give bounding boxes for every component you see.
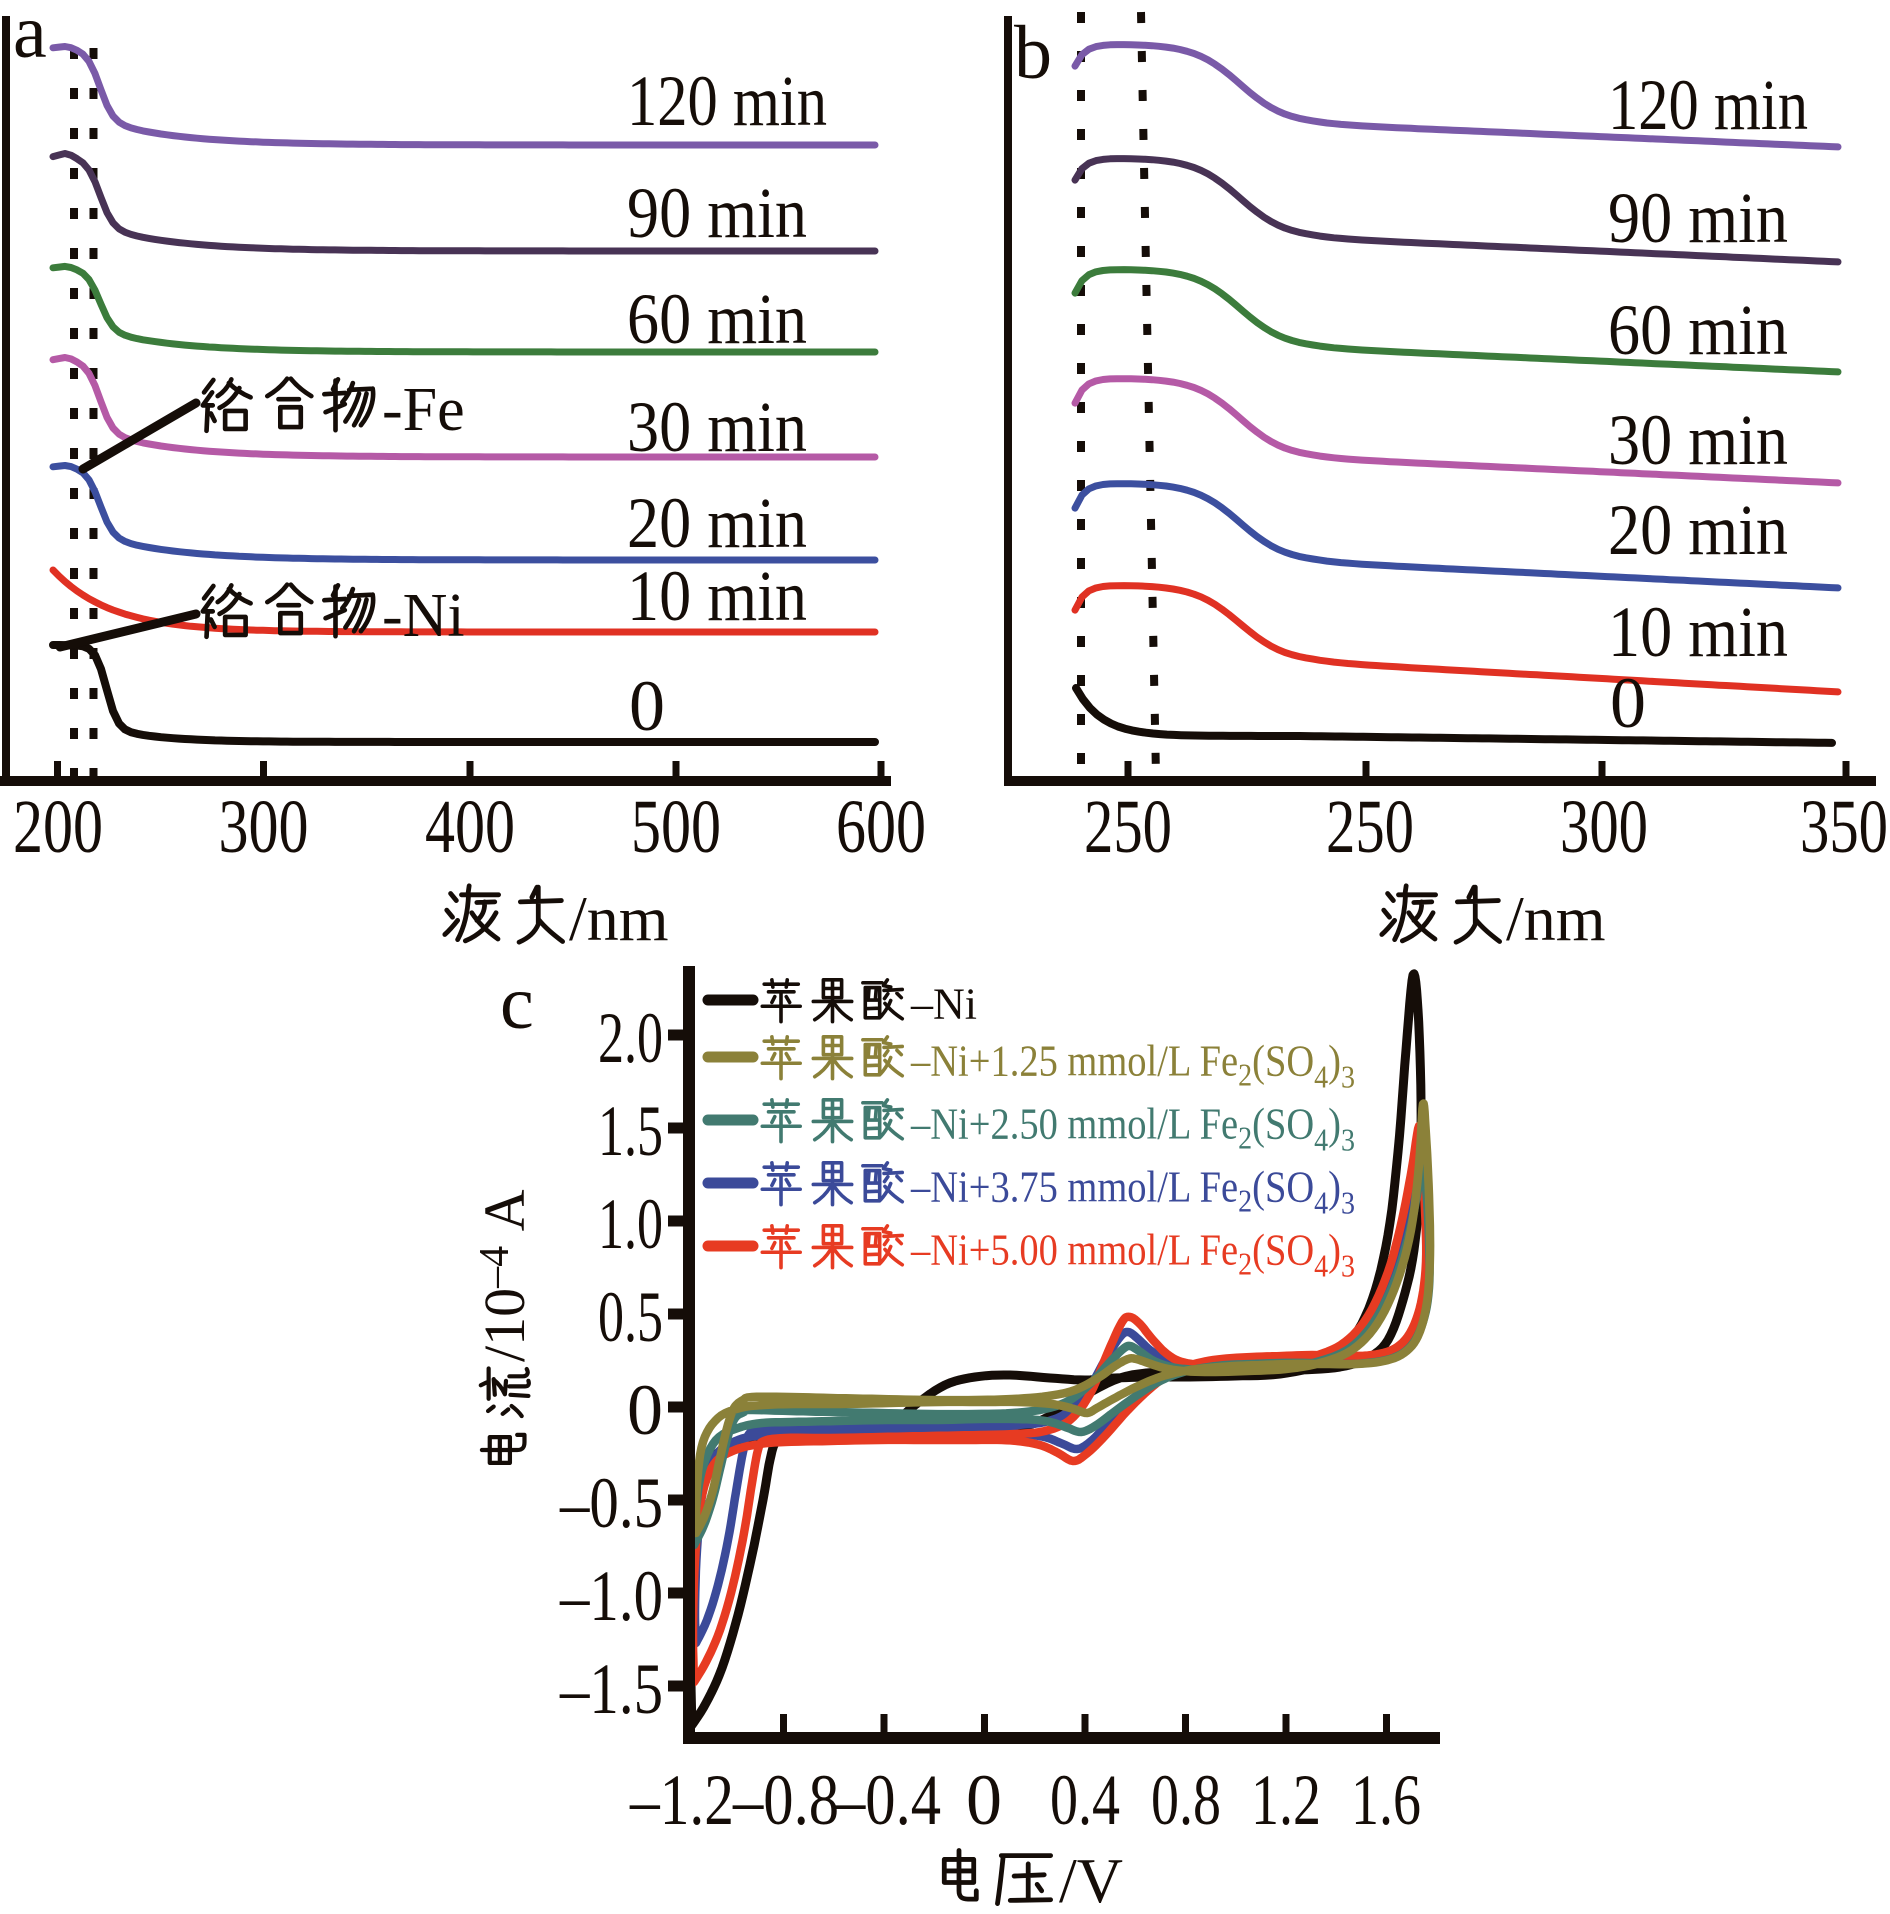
svg-text:-Fe: -Fe <box>382 376 465 444</box>
svg-text:60 min: 60 min <box>1608 290 1788 370</box>
svg-text:2.0: 2.0 <box>598 998 663 1078</box>
svg-text:a: a <box>13 0 47 74</box>
svg-text:20 min: 20 min <box>1608 490 1788 570</box>
svg-text:120 min: 120 min <box>627 61 827 141</box>
svg-text:350: 350 <box>1800 785 1888 869</box>
svg-text:1.5: 1.5 <box>598 1091 663 1171</box>
svg-text:–1.2: –1.2 <box>629 1760 734 1840</box>
svg-text:600: 600 <box>836 785 926 869</box>
svg-text:300: 300 <box>219 785 309 869</box>
svg-text:10 min: 10 min <box>1608 592 1788 672</box>
svg-text:30 min: 30 min <box>627 387 807 467</box>
svg-text:90 min: 90 min <box>627 173 807 253</box>
svg-text:0: 0 <box>627 1370 663 1450</box>
svg-text:/10–4 A: /10–4 A <box>472 1189 537 1362</box>
svg-text:300: 300 <box>1560 785 1648 869</box>
svg-text:120 min: 120 min <box>1608 65 1808 145</box>
svg-text:/nm: /nm <box>1506 883 1606 954</box>
svg-text:-Ni: -Ni <box>382 582 465 650</box>
svg-text:–Ni: –Ni <box>910 980 977 1029</box>
svg-text:0.8: 0.8 <box>1151 1760 1221 1840</box>
svg-text:400: 400 <box>425 785 515 869</box>
svg-text:20 min: 20 min <box>627 483 807 563</box>
svg-text:–0.4: –0.4 <box>834 1760 941 1840</box>
svg-text:0: 0 <box>966 1760 1002 1840</box>
svg-text:10 min: 10 min <box>627 556 807 636</box>
svg-text:–0.8: –0.8 <box>732 1760 839 1840</box>
svg-text:b: b <box>1014 11 1052 95</box>
svg-text:250: 250 <box>1326 785 1414 869</box>
svg-text:0: 0 <box>1610 663 1646 743</box>
svg-text:90 min: 90 min <box>1608 178 1788 258</box>
svg-text:250: 250 <box>1084 785 1172 869</box>
svg-text:1.6: 1.6 <box>1351 1760 1421 1840</box>
svg-text:1.0: 1.0 <box>598 1184 663 1264</box>
svg-text:30 min: 30 min <box>1608 400 1788 480</box>
svg-text:500: 500 <box>631 785 721 869</box>
svg-text:0.4: 0.4 <box>1050 1760 1120 1840</box>
svg-text:0: 0 <box>629 666 665 746</box>
svg-text:/nm: /nm <box>569 883 669 954</box>
svg-text:–1.0: –1.0 <box>559 1556 663 1636</box>
svg-text:0.5: 0.5 <box>598 1277 663 1357</box>
svg-text:200: 200 <box>13 785 103 869</box>
svg-text:1.2: 1.2 <box>1251 1760 1321 1840</box>
svg-text:c: c <box>500 961 534 1045</box>
svg-text:/V: /V <box>1059 1845 1123 1914</box>
svg-text:60 min: 60 min <box>627 279 807 359</box>
svg-text:–1.5: –1.5 <box>559 1649 663 1729</box>
svg-text:–0.5: –0.5 <box>559 1463 663 1543</box>
